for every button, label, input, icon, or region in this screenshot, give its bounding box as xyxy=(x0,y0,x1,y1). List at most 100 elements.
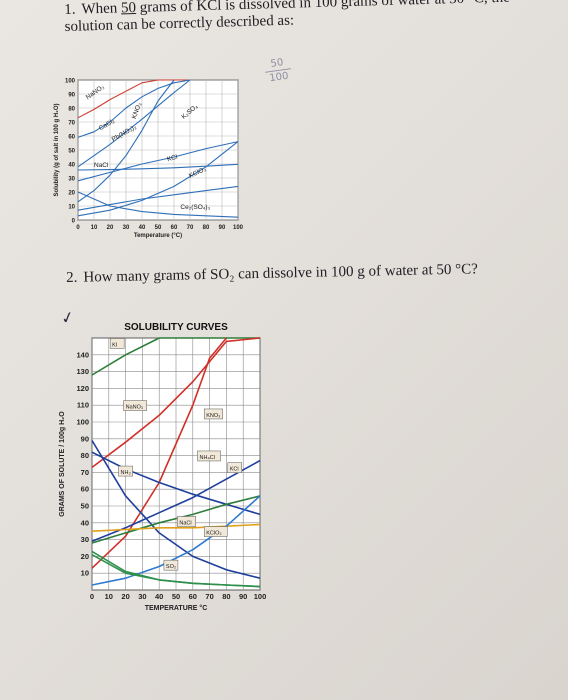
chart-2-y-tick-label: 120 xyxy=(76,384,89,393)
chart-2-y-tick-label: 140 xyxy=(76,350,89,359)
chart-1-series-label: KCl xyxy=(166,154,178,164)
question-2-number: 2. xyxy=(66,269,78,286)
chart-1-series-line xyxy=(77,141,239,182)
chart-2-series-label: KClO₃ xyxy=(206,531,221,537)
chart-1-y-tick-label: 100 xyxy=(65,79,76,85)
chart-2-series-label: KI xyxy=(112,342,118,348)
solubility-chart-1: 0 10 20 30 40 50 60 70 80 90 100 0 10 20 30 40 50 60 70 80 9… xyxy=(0,68,330,263)
chart-2-series-label: NaCl xyxy=(179,520,191,526)
chart-2-x-tick-label: 80 xyxy=(222,592,230,601)
chart-1-y-tick-label: 0 xyxy=(72,219,76,225)
chart-2-series-line xyxy=(91,337,261,469)
chart-2-x-tick-label: 20 xyxy=(121,592,129,601)
chart-2-series-label-box xyxy=(203,526,228,537)
chart-1-x-tick-label: 70 xyxy=(187,225,194,231)
chart-1-series-line xyxy=(77,79,190,119)
chart-2-x-tick-label: 90 xyxy=(239,592,247,601)
chart-1-series-line xyxy=(77,185,239,211)
chart-1-y-tick-label: 40 xyxy=(68,163,75,169)
chart-2-y-tick-label: 50 xyxy=(81,502,89,511)
chart-2-series-line xyxy=(91,337,228,569)
chart-2-y-tick-label: 60 xyxy=(81,485,89,494)
chart-2-series-label: KNO₃ xyxy=(206,413,220,419)
chart-2-y-tick-label: 130 xyxy=(76,367,89,376)
chart-1-series-line xyxy=(77,163,239,171)
chart-2-series-label-box xyxy=(118,465,133,477)
chart-2-y-tick-label: 100 xyxy=(76,418,89,427)
question-2: 2. How many grams of SO₂ can dissolve in … xyxy=(66,260,536,287)
chart-1-y-tick-label: 30 xyxy=(68,177,75,183)
question-2-text: How many grams of SO₂ can dissolve in 10… xyxy=(83,261,478,286)
chart-2-series-label-box xyxy=(109,338,125,349)
chart-2-series-label-box xyxy=(163,559,179,571)
chart-1-x-tick-label: 10 xyxy=(91,225,98,231)
chart-2-series-line xyxy=(91,495,261,544)
chart-2-series-label: NaNO₃ xyxy=(126,405,144,411)
chart-1-svg: 0 10 20 30 40 50 60 70 80 90 100 0 10 20 30 40 50 60 70 80 9… xyxy=(54,79,244,240)
chart-2-y-tick-label: 110 xyxy=(77,401,89,410)
chart-2-y-tick-label: 20 xyxy=(81,552,89,561)
question-1-number: 1. xyxy=(64,1,76,18)
chart-2-x-tick-label: 10 xyxy=(105,592,113,601)
chart-2-y-tick-label: 10 xyxy=(81,569,89,578)
chart-2-y-tick-label: 80 xyxy=(81,451,89,460)
chart-2-series-label-box xyxy=(203,408,223,420)
chart-2-series-line xyxy=(91,440,261,579)
chart-1-y-tick-label: 80 xyxy=(68,107,75,113)
chart-1-series-line xyxy=(77,191,239,218)
question-1: 1. When 50 grams of KCl is dissolved in 1… xyxy=(64,0,535,36)
chart-2-series-label-box xyxy=(197,450,221,462)
chart-1-series-line xyxy=(77,79,191,168)
chart-1-series-line xyxy=(77,141,239,217)
chart-1-x-tick-label: 50 xyxy=(155,225,162,231)
chart-2-x-tick-label: 60 xyxy=(189,592,197,601)
chart-2-y-axis-label: GRAMS OF SOLUTE / 100g H₂O xyxy=(59,411,66,517)
chart-1-y-tick-label: 70 xyxy=(68,121,75,127)
chart-2-series-label-box xyxy=(177,516,197,527)
chart-2-series-line xyxy=(91,523,261,532)
chart-1-x-tick-label: 0 xyxy=(76,225,80,231)
chart-2-x-tick-label: 50 xyxy=(172,592,180,601)
chart-2-y-tick-label: 70 xyxy=(81,468,89,477)
chart-2-y-tick-label: 40 xyxy=(81,518,89,527)
chart-2-series-label: NH₄Cl xyxy=(200,455,215,461)
chart-1-y-tick-label: 90 xyxy=(68,93,75,99)
chart-1-y-axis-label: Solubility (g of salt in 100 g H₂O) xyxy=(54,103,60,196)
chart-2-series-label: NH₃ xyxy=(121,470,131,476)
chart-2-series-label-box xyxy=(227,462,243,473)
question-1-text-before: When xyxy=(81,0,122,18)
chart-1-series-label: Ce₂(SO₄)₃ xyxy=(180,204,210,211)
chart-2-x-tick-label: 30 xyxy=(138,592,146,601)
chart-1-y-tick-label: 50 xyxy=(68,149,75,155)
chart-1-x-tick-label: 40 xyxy=(139,225,146,231)
chart-1-x-axis-label: Temperature (°C) xyxy=(134,233,182,239)
chart-2-x-tick-label: 0 xyxy=(90,592,94,601)
chart-2-x-tick-label: 100 xyxy=(254,592,267,601)
chart-2-series-line xyxy=(91,337,260,376)
solubility-chart-2: 0 10 20 30 40 50 60 70 80 90 100 10 20 30 40 50 60 70 80 90… xyxy=(0,310,330,625)
chart-2-title: SOLUBILITY CURVES xyxy=(124,322,228,333)
chart-2-y-tick-label: 90 xyxy=(81,434,89,443)
chart-2-svg: 0 10 20 30 40 50 60 70 80 90 100 10 20 30 40 50 60 70 80 90… xyxy=(59,322,267,612)
chart-1-x-tick-label: 60 xyxy=(171,225,178,231)
chart-1-x-tick-label: 100 xyxy=(233,225,244,231)
chart-2-series-line xyxy=(91,553,261,588)
chart-1-y-tick-label: 10 xyxy=(68,205,75,211)
chart-2-y-tick-label: 30 xyxy=(81,535,89,544)
chart-2-series-label-box xyxy=(123,400,147,411)
chart-1-x-tick-label: 80 xyxy=(203,225,210,231)
chart-1-y-tick-label: 60 xyxy=(68,135,75,141)
chart-1-x-tick-label: 90 xyxy=(219,225,226,231)
chart-2-series-line xyxy=(91,495,261,586)
chart-1-y-tick-label: 20 xyxy=(68,191,75,197)
chart-2-x-tick-label: 40 xyxy=(155,592,163,601)
chart-1-x-tick-label: 20 xyxy=(107,225,114,231)
chart-2-series-label: KCl xyxy=(230,467,239,473)
chart-1-series-line xyxy=(77,79,175,203)
question-1-mass: 50 xyxy=(120,0,137,17)
chart-2-x-tick-label: 70 xyxy=(205,592,213,601)
chart-2-series-label: SO₂ xyxy=(166,564,176,570)
chart-1-x-tick-label: 30 xyxy=(123,225,130,231)
chart-2-x-axis-label: TEMPERATURE °C xyxy=(145,604,208,612)
chart-1-series-label: NaCl xyxy=(94,162,109,169)
